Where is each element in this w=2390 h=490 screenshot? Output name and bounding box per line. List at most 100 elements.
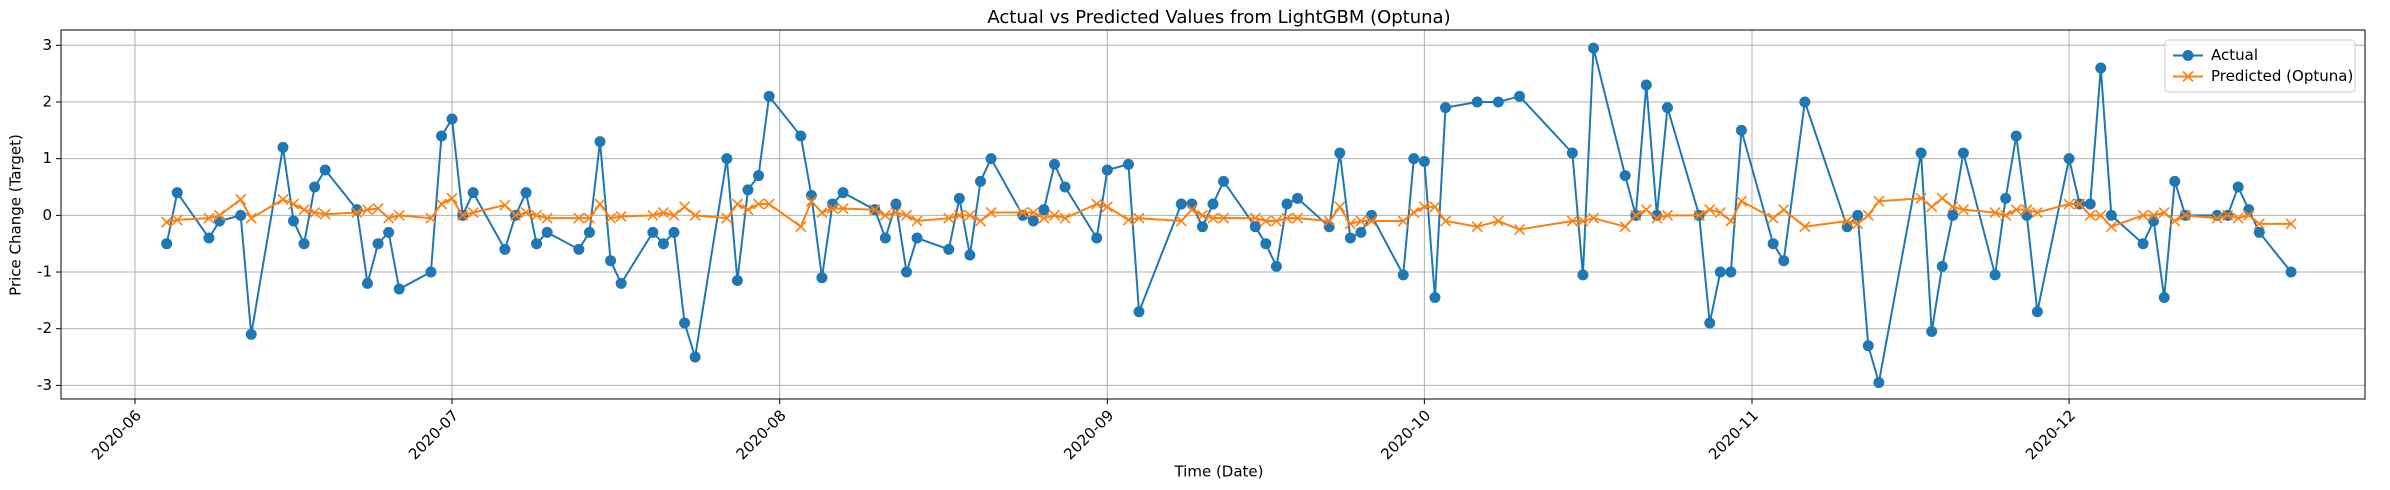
marker xyxy=(953,192,965,204)
marker xyxy=(605,212,617,224)
marker xyxy=(1767,212,1779,224)
y-tick-label: 0 xyxy=(42,206,52,224)
marker xyxy=(1492,215,1504,227)
marker xyxy=(1429,201,1441,213)
marker xyxy=(1513,90,1525,102)
marker xyxy=(1714,206,1726,219)
marker xyxy=(1799,96,1811,108)
marker xyxy=(499,199,511,211)
marker xyxy=(805,195,817,207)
marker xyxy=(1767,238,1779,250)
marker xyxy=(943,212,955,224)
y-tick-label: 3 xyxy=(42,36,52,54)
marker xyxy=(985,206,997,219)
marker xyxy=(1355,215,1367,227)
marker xyxy=(763,198,775,210)
marker xyxy=(1397,215,1409,227)
y-tick-label: -2 xyxy=(37,319,52,337)
marker xyxy=(1038,212,1050,224)
marker xyxy=(2232,212,2244,224)
marker xyxy=(837,202,849,215)
marker xyxy=(1714,266,1726,278)
marker xyxy=(1471,96,1483,108)
marker xyxy=(499,243,511,255)
marker xyxy=(1186,204,1198,216)
legend-label: Actual xyxy=(2211,46,2258,64)
marker xyxy=(2137,209,2149,221)
marker xyxy=(298,238,310,250)
marker xyxy=(467,187,479,199)
marker xyxy=(689,209,701,221)
marker xyxy=(1323,221,1335,233)
chart-title: Actual vs Predicted Values from LightGBM… xyxy=(987,7,1450,28)
marker xyxy=(763,90,775,102)
marker xyxy=(668,226,680,238)
marker xyxy=(1778,255,1790,267)
marker xyxy=(1587,212,1600,224)
marker xyxy=(1355,226,1367,238)
marker xyxy=(2285,218,2297,230)
marker xyxy=(1440,102,1452,114)
marker xyxy=(1926,326,1938,338)
marker xyxy=(2084,209,2096,221)
marker xyxy=(171,214,183,226)
plot-frame xyxy=(60,29,2366,400)
marker xyxy=(2182,70,2194,83)
marker xyxy=(245,328,257,340)
marker xyxy=(731,198,743,210)
marker xyxy=(1852,218,1864,230)
marker xyxy=(1936,192,1948,204)
marker xyxy=(721,212,733,224)
marker xyxy=(742,184,754,196)
marker xyxy=(2232,181,2244,193)
marker xyxy=(309,206,321,219)
marker xyxy=(161,216,173,228)
marker xyxy=(1249,212,1261,224)
marker xyxy=(974,175,986,187)
marker xyxy=(2105,221,2117,233)
marker xyxy=(1936,260,1948,272)
marker xyxy=(879,209,891,221)
marker xyxy=(901,266,913,278)
marker xyxy=(435,130,447,142)
marker xyxy=(1175,198,1187,210)
marker xyxy=(879,232,891,244)
marker xyxy=(531,209,543,221)
legend-box xyxy=(2164,39,2356,93)
y-tick-label: 2 xyxy=(42,92,52,110)
marker xyxy=(1926,201,1938,213)
marker xyxy=(2285,266,2297,278)
marker xyxy=(1704,204,1716,216)
marker xyxy=(1281,198,1293,210)
y-tick-label: -3 xyxy=(37,376,52,394)
marker xyxy=(1270,215,1282,227)
marker xyxy=(1418,201,1430,213)
marker xyxy=(2148,215,2160,227)
marker xyxy=(647,226,659,238)
marker xyxy=(1704,317,1716,329)
marker xyxy=(1196,209,1208,221)
marker xyxy=(1017,206,1029,219)
marker xyxy=(277,141,289,153)
marker xyxy=(1439,215,1452,227)
marker xyxy=(1133,306,1145,318)
marker xyxy=(1492,96,1504,108)
marker xyxy=(1619,221,1631,233)
marker xyxy=(425,266,437,278)
marker xyxy=(890,206,902,219)
marker xyxy=(1365,215,1378,227)
marker xyxy=(467,206,479,219)
marker xyxy=(1175,215,1187,227)
marker xyxy=(1725,266,1737,278)
marker xyxy=(1799,221,1811,233)
marker xyxy=(531,238,543,250)
marker xyxy=(235,209,247,221)
marker xyxy=(1344,218,1356,230)
marker xyxy=(1640,79,1652,91)
marker xyxy=(1323,215,1335,227)
marker xyxy=(1408,206,1420,219)
marker xyxy=(953,209,965,221)
marker xyxy=(1027,215,1039,227)
marker xyxy=(964,209,976,221)
marker xyxy=(2095,62,2107,74)
